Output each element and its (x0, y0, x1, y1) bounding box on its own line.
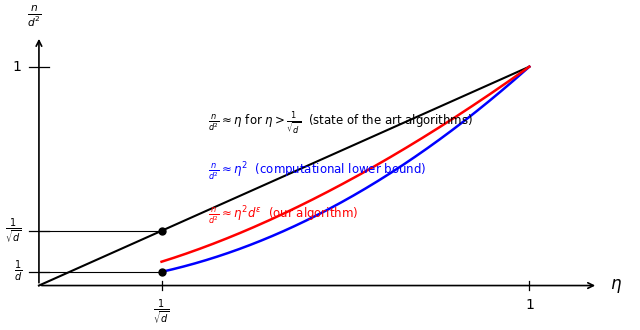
Text: $\frac{n}{d^2}$: $\frac{n}{d^2}$ (27, 4, 42, 29)
Text: $\frac{n}{d^2} \approx \eta^2$  (computational lower bound): $\frac{n}{d^2} \approx \eta^2$ (computat… (208, 160, 426, 183)
Text: $\frac{n}{d^2} \approx \eta$ for $\eta > \frac{1}{\sqrt{d}}$  (state of the art : $\frac{n}{d^2} \approx \eta$ for $\eta >… (208, 111, 473, 137)
Text: $\frac{1}{\sqrt{d}}$: $\frac{1}{\sqrt{d}}$ (5, 216, 22, 245)
Text: $1$: $1$ (12, 60, 22, 74)
Text: $\eta$: $\eta$ (611, 277, 622, 295)
Text: $\frac{1}{\sqrt{d}}$: $\frac{1}{\sqrt{d}}$ (154, 298, 170, 326)
Text: $\frac{1}{d}$: $\frac{1}{d}$ (13, 259, 22, 284)
Text: $1$: $1$ (525, 298, 534, 312)
Text: $\frac{n}{d^2} \approx \eta^2 d^{\epsilon}$  (our algorithm): $\frac{n}{d^2} \approx \eta^2 d^{\epsilo… (208, 204, 358, 227)
